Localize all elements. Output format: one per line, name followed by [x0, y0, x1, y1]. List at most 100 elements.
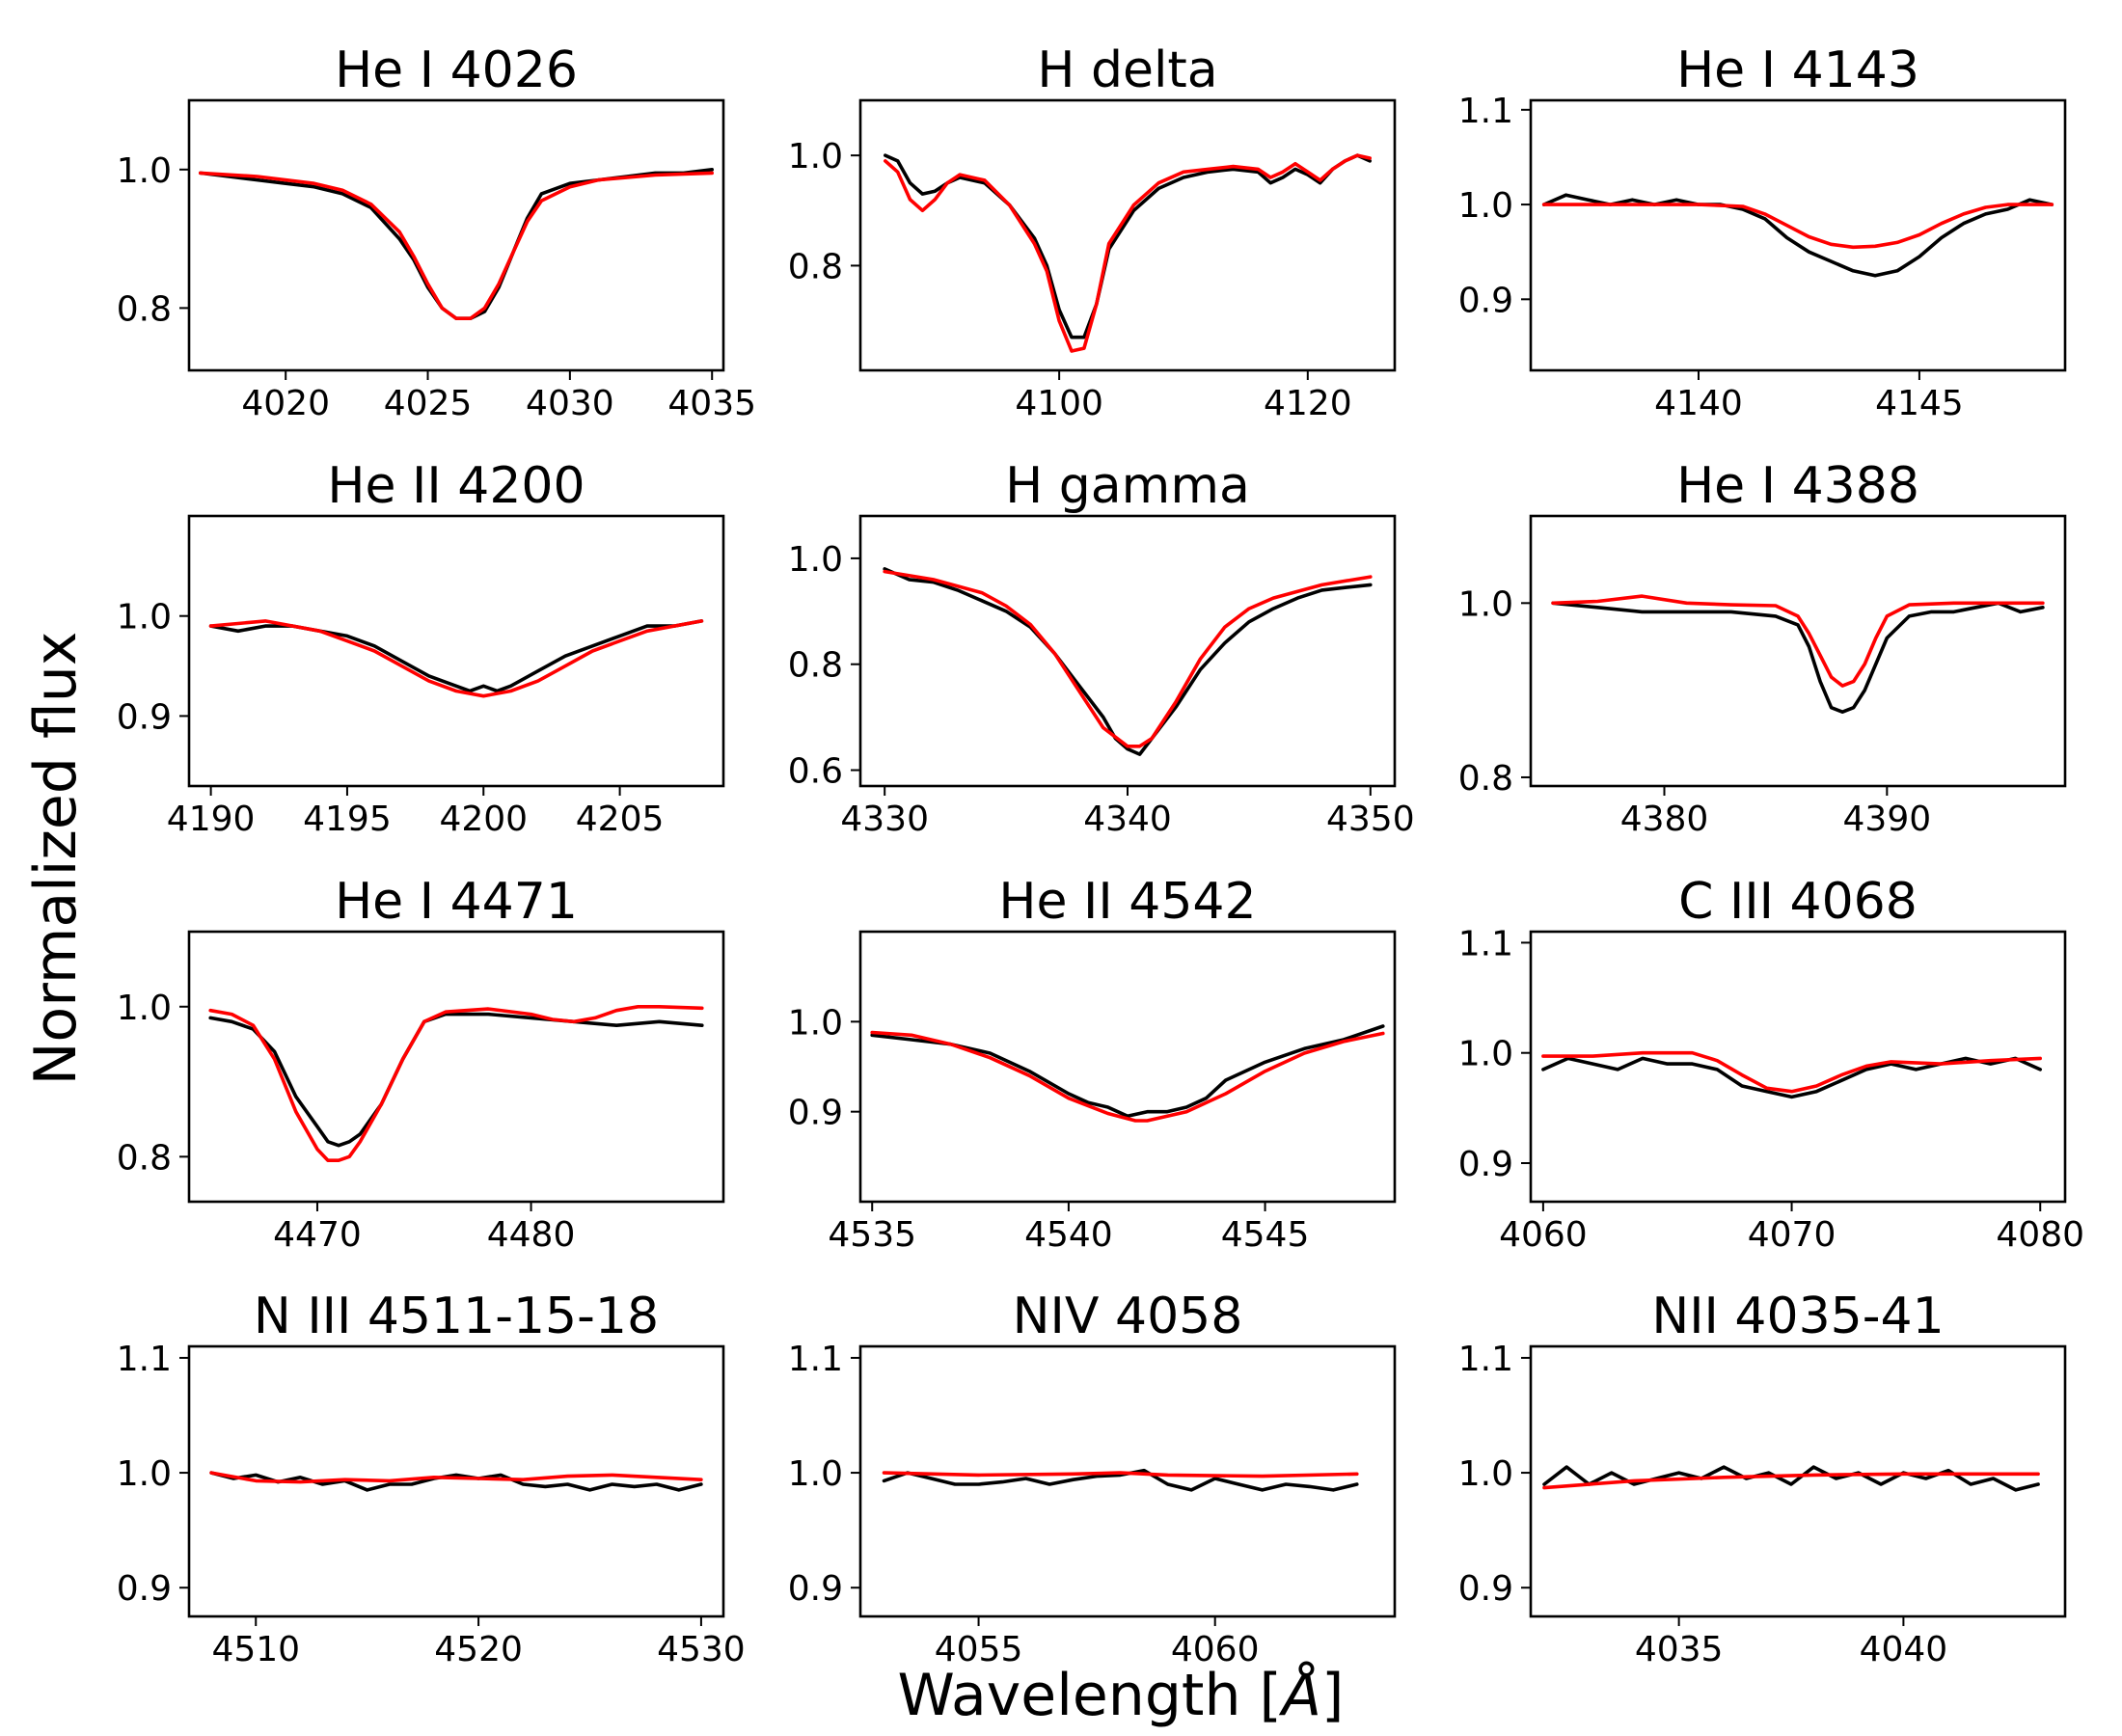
- y-tick-label: 1.1: [1458, 924, 1513, 963]
- y-tick-label: 0.9: [788, 1094, 843, 1133]
- x-tick-label: 4470: [273, 1215, 362, 1255]
- x-tick-label: 4060: [1171, 1630, 1260, 1669]
- x-axis-label: Wavelength [Å]: [898, 1661, 1345, 1729]
- y-tick-label: 0.9: [1458, 1145, 1513, 1184]
- x-tick-label: 4520: [434, 1630, 523, 1669]
- model-spectrum-line: [1551, 594, 2045, 688]
- observed-spectrum-line: [199, 168, 714, 320]
- panel-title: He II 4542: [998, 873, 1256, 931]
- plot-frame: [858, 98, 1397, 372]
- x-tick-label: 4190: [167, 800, 256, 839]
- plot-frame: [1529, 98, 2067, 372]
- x-tick-label: 4205: [576, 800, 665, 839]
- x-tick-label: 4540: [1024, 1215, 1113, 1255]
- y-tick-label: 0.9: [117, 1569, 172, 1609]
- x-tick-label: 4195: [303, 800, 392, 839]
- panel-2: H delta 4100 4120 0.8 1.0: [788, 41, 1397, 423]
- y-tick-label: 1.1: [788, 1340, 843, 1379]
- x-tick-label: 4340: [1083, 800, 1172, 839]
- y-tick-label: 0.8: [117, 1138, 172, 1178]
- panel-title: C III 4068: [1678, 873, 1918, 931]
- y-tick-label: 0.9: [1458, 1569, 1513, 1609]
- panel-title: NIV 4058: [1013, 1288, 1243, 1345]
- y-tick-label: 1.1: [1458, 1340, 1513, 1379]
- model-spectrum-line: [208, 1005, 704, 1162]
- y-tick-label: 0.9: [1458, 281, 1513, 320]
- panel-title: He II 4200: [327, 457, 585, 515]
- panel-11: NIV 4058 4055 4060 0.9 1.0 1.1: [788, 1288, 1397, 1669]
- plot-frame: [187, 98, 725, 372]
- x-tick-label: 4035: [1635, 1630, 1724, 1669]
- panel-10: N III 4511-15-18 4510 4520 4530 0.9 1.0 1.1: [117, 1288, 746, 1669]
- y-tick-label: 1.0: [788, 540, 843, 580]
- panel-title: He I 4471: [335, 873, 578, 931]
- panel-8: He II 4542 4535 4540 4545 0.9 1.0: [788, 873, 1397, 1255]
- panel-title: He I 4143: [1676, 41, 1919, 99]
- observed-spectrum-line: [884, 153, 1372, 339]
- y-tick-label: 1.0: [117, 151, 172, 191]
- model-spectrum-line: [870, 1030, 1385, 1123]
- model-spectrum-line: [209, 1471, 703, 1484]
- model-spectrum-line: [1541, 1050, 2042, 1094]
- observed-spectrum-line: [1541, 1056, 2042, 1099]
- observed-spectrum-line: [1551, 601, 2045, 714]
- plot-frame: [187, 514, 725, 788]
- x-tick-label: 4025: [384, 384, 473, 423]
- model-spectrum-line: [1542, 1472, 2040, 1490]
- y-tick-label: 1.0: [788, 1454, 843, 1494]
- y-tick-label: 0.6: [788, 752, 843, 792]
- x-tick-label: 4530: [657, 1630, 746, 1669]
- observed-spectrum-line: [1542, 1465, 2040, 1492]
- plot-frame: [858, 930, 1397, 1204]
- x-tick-label: 4100: [1015, 384, 1103, 423]
- panel-title: N III 4511-15-18: [254, 1288, 659, 1345]
- observed-spectrum-line: [208, 619, 704, 693]
- y-tick-label: 0.8: [788, 646, 843, 686]
- y-tick-label: 0.8: [117, 289, 172, 329]
- x-tick-label: 4080: [1996, 1215, 2084, 1255]
- plot-frame: [858, 1344, 1397, 1618]
- x-tick-label: 4350: [1326, 800, 1415, 839]
- y-tick-label: 1.1: [1458, 92, 1513, 131]
- y-tick-label: 1.1: [117, 1340, 172, 1379]
- x-tick-label: 4120: [1264, 384, 1352, 423]
- y-tick-label: 1.0: [117, 989, 172, 1028]
- plot-frame: [187, 1344, 725, 1618]
- x-tick-label: 4480: [487, 1215, 576, 1255]
- y-tick-label: 1.0: [1458, 1035, 1513, 1074]
- x-tick-label: 4060: [1499, 1215, 1588, 1255]
- x-tick-label: 4070: [1748, 1215, 1836, 1255]
- panel-9: C III 4068 4060 4070 4080 0.9 1.0 1.1: [1458, 873, 2084, 1255]
- y-tick-label: 1.0: [117, 1454, 172, 1494]
- observed-spectrum-line: [209, 1471, 703, 1492]
- x-tick-label: 4200: [439, 800, 528, 839]
- model-spectrum-line: [883, 569, 1373, 748]
- x-tick-label: 4055: [935, 1630, 1023, 1669]
- y-tick-label: 0.9: [117, 697, 172, 737]
- panel-12: NII 4035-41 4035 4040 0.9 1.0 1.1: [1458, 1288, 2067, 1669]
- y-tick-label: 1.0: [788, 1003, 843, 1043]
- plot-frame: [187, 930, 725, 1204]
- panel-title: NII 4035-41: [1651, 1288, 1944, 1345]
- panel-title: H delta: [1037, 41, 1217, 99]
- panel-7: He I 4471 4470 4480 0.8 1.0: [117, 873, 725, 1255]
- observed-spectrum-line: [1541, 193, 2054, 278]
- x-tick-label: 4040: [1860, 1630, 1948, 1669]
- panel-5: H gamma 4330 4340 4350 0.6 0.8 1.0: [788, 457, 1415, 839]
- y-tick-label: 0.8: [788, 247, 843, 286]
- observed-spectrum-line: [870, 1024, 1385, 1119]
- panel-4: He II 4200 4190 4195 4200 4205 0.9 1.0: [117, 457, 725, 839]
- plot-frame: [1529, 514, 2067, 788]
- model-spectrum-line: [208, 619, 704, 698]
- x-tick-label: 4510: [211, 1630, 300, 1669]
- x-tick-label: 4030: [526, 384, 614, 423]
- y-tick-label: 1.0: [1458, 1454, 1513, 1494]
- panel-title: He I 4388: [1676, 457, 1919, 515]
- panel-1: He I 4026 4020 4025 4030 4035 0.8 1.0: [117, 41, 756, 423]
- model-spectrum-line: [1541, 203, 2054, 250]
- x-tick-label: 4140: [1654, 384, 1743, 423]
- observed-spectrum-line: [883, 567, 1373, 756]
- observed-spectrum-line: [882, 1468, 1359, 1492]
- x-tick-label: 4330: [840, 800, 929, 839]
